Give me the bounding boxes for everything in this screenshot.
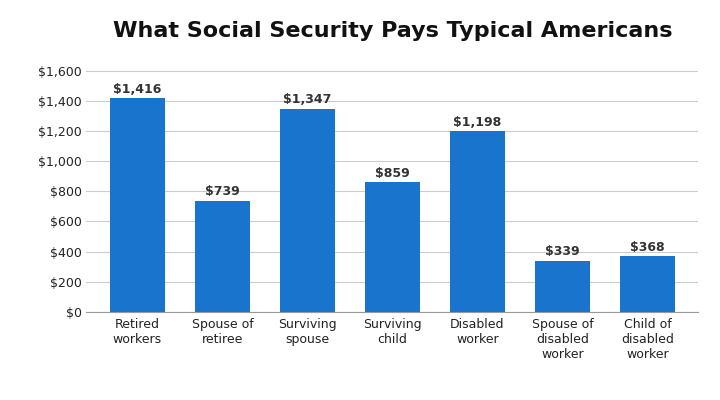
Title: What Social Security Pays Typical Americans: What Social Security Pays Typical Americ… (112, 21, 672, 41)
Text: $1,198: $1,198 (454, 116, 502, 128)
Text: $1,347: $1,347 (283, 93, 332, 106)
Bar (109, 98, 165, 312)
Bar (195, 200, 250, 312)
Bar (365, 182, 420, 312)
Text: $339: $339 (545, 245, 580, 258)
Bar (620, 256, 675, 312)
Text: $368: $368 (630, 241, 665, 254)
Bar (450, 131, 505, 312)
Text: $1,416: $1,416 (113, 83, 161, 96)
Bar (280, 109, 335, 312)
Text: $859: $859 (375, 167, 410, 180)
Bar (535, 261, 590, 312)
Text: $739: $739 (205, 185, 240, 198)
